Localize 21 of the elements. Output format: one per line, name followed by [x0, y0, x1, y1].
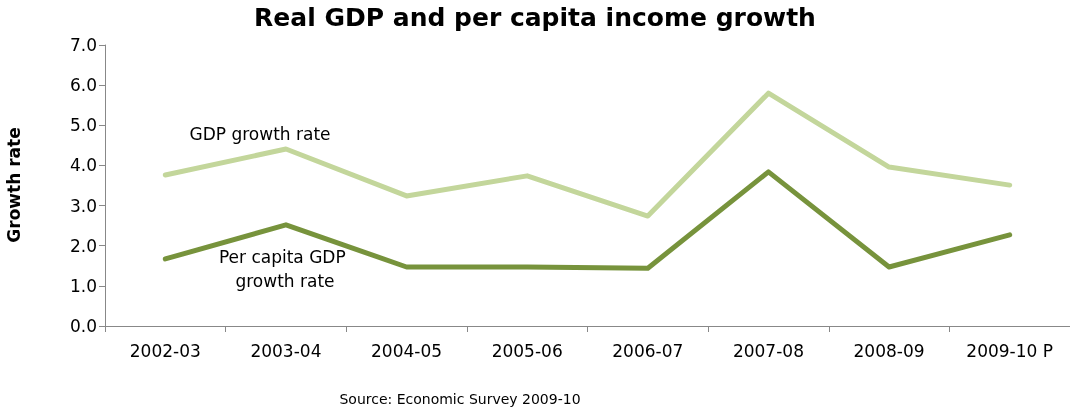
y-tick-label: 3.0	[69, 195, 97, 216]
y-axis-title: Growth rate	[4, 127, 24, 243]
x-tick-label: 2004-05	[371, 340, 443, 361]
series-label: GDP growth rate	[189, 124, 331, 144]
x-tick-label: 2009-10 P	[966, 340, 1054, 361]
x-tick-label: 2003-04	[250, 340, 322, 361]
y-tick-label: 1.0	[69, 275, 97, 296]
y-tick-label: 2.0	[69, 235, 97, 256]
y-tick-label: 0.0	[69, 316, 97, 336]
x-tick-label: 2006-07	[612, 340, 684, 361]
x-tick-label: 2008-09	[853, 340, 925, 361]
series-label: Per capita GDP growth rate	[218, 247, 352, 291]
y-tick-label: 5.0	[69, 115, 97, 136]
y-tick-label: 7.0	[69, 35, 97, 55]
chart-title: Real GDP and per capita income growth	[254, 3, 816, 32]
y-tick-label: 6.0	[69, 75, 97, 96]
x-tick-label: 2007-08	[732, 340, 804, 361]
x-tick-label: 2005-06	[491, 340, 563, 361]
source-note: Source: Economic Survey 2009-10	[339, 391, 581, 407]
x-tick-label: 2002-03	[129, 340, 201, 361]
y-tick-label: 4.0	[69, 155, 97, 176]
